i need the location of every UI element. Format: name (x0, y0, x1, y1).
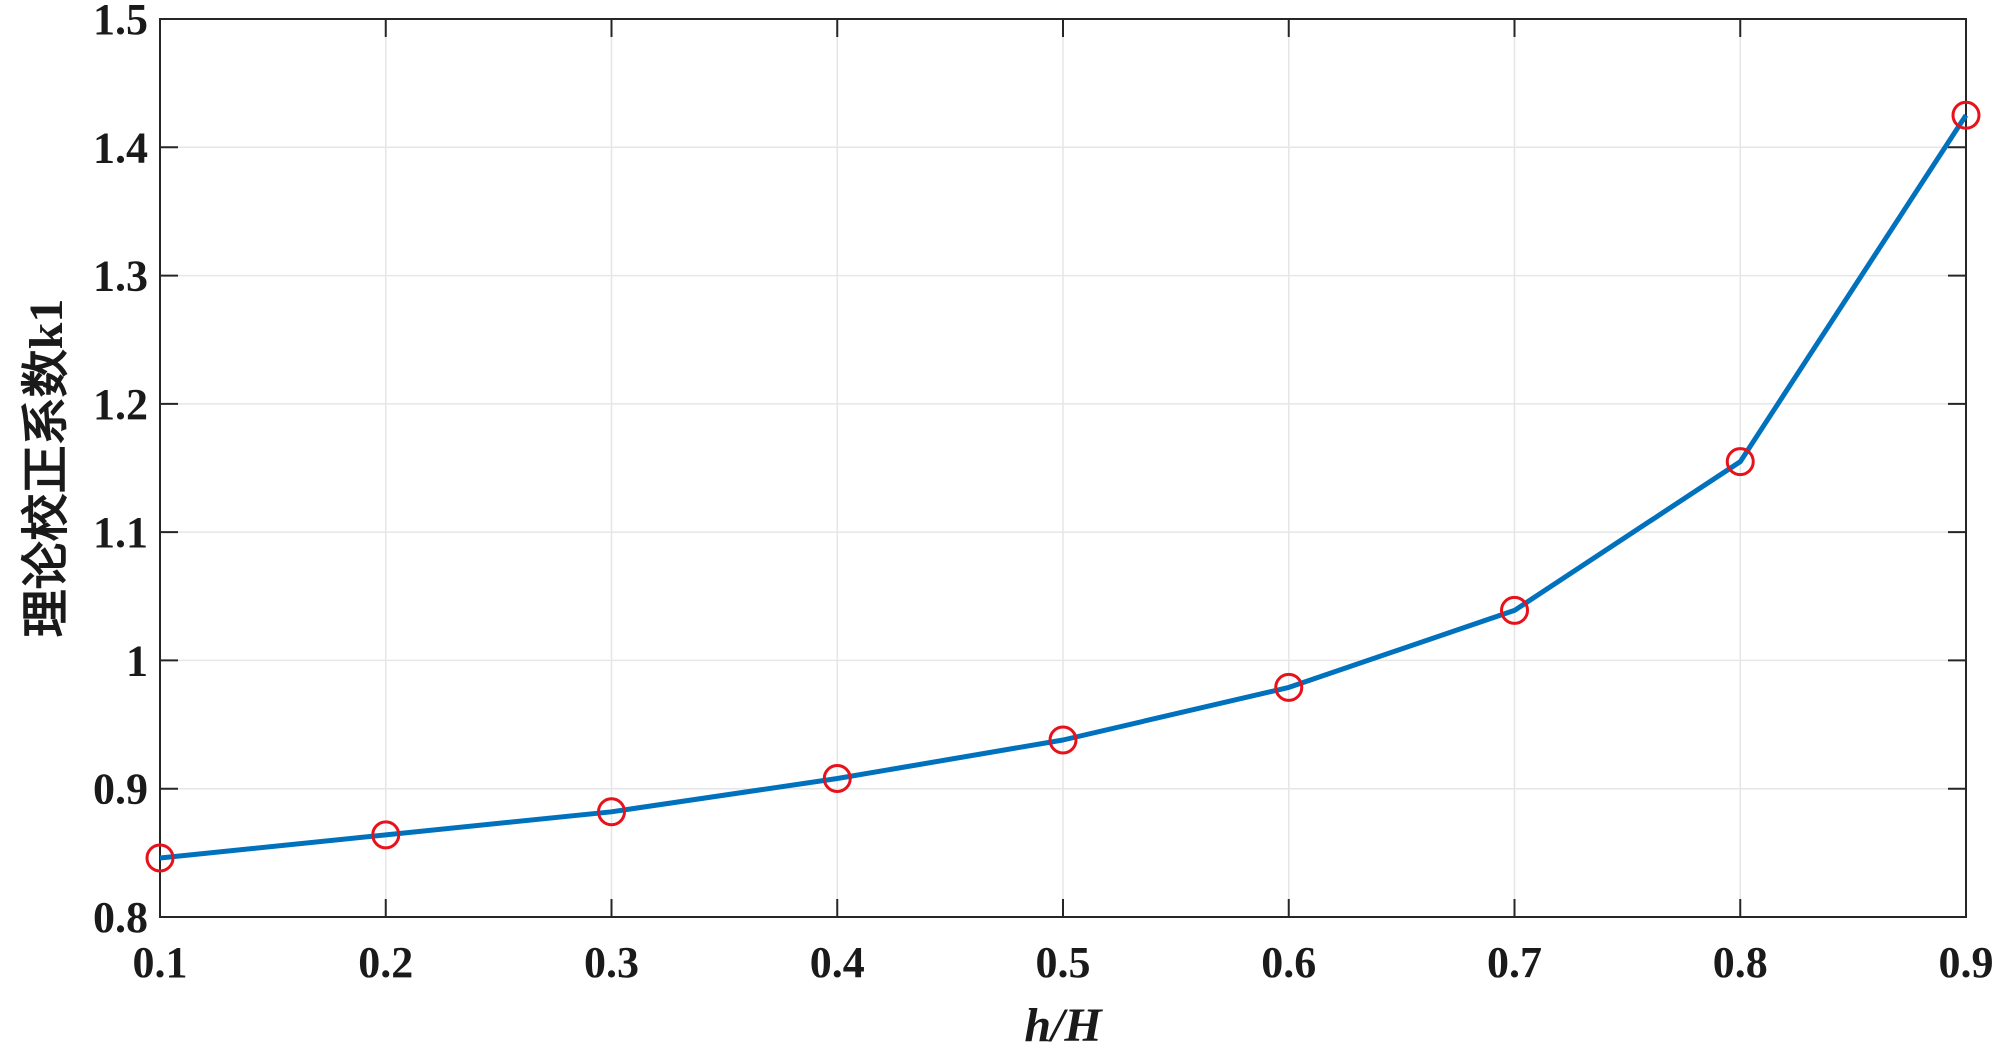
data-point (597, 797, 626, 827)
axis-ticks (159, 18, 1967, 918)
x-tick-label: 0.9 (1939, 938, 1994, 987)
x-tick-label: 0.7 (1487, 938, 1542, 987)
series-line (159, 113, 1969, 861)
x-tick-label: 0.8 (1713, 938, 1768, 987)
data-point (1048, 725, 1078, 755)
series-layer (145, 100, 1981, 873)
tick-labels: 0.1 0.2 0.3 0.4 0.5 0.6 0.7 0.8 0.9 0.8 0.9 1 1.1 1.2… (93, 0, 1994, 987)
data-point (1274, 672, 1304, 702)
y-tick-label: 1.2 (93, 380, 148, 429)
y-tick-label: 0.8 (93, 893, 148, 942)
y-tick-label: 1.4 (93, 123, 148, 172)
y-tick-label: 0.9 (93, 765, 148, 814)
data-point (145, 843, 175, 873)
x-tick-label: 0.4 (810, 938, 865, 987)
x-axis-label: h/H (1024, 999, 1103, 1052)
data-point (1725, 447, 1755, 477)
x-tick-label: 0.6 (1261, 938, 1316, 987)
x-tick-label: 0.2 (358, 938, 413, 987)
y-tick-label: 1.3 (93, 252, 148, 301)
x-tick-label: 0.5 (1036, 938, 1091, 987)
grid (159, 18, 1967, 918)
data-point (371, 820, 401, 850)
data-point (1951, 100, 1981, 130)
data-point (1500, 595, 1529, 625)
y-tick-label: 1 (126, 636, 148, 685)
data-point (822, 763, 852, 793)
y-tick-label: 1.1 (93, 508, 148, 557)
x-tick-label: 0.1 (133, 938, 188, 987)
y-tick-label: 1.5 (93, 0, 148, 44)
x-tick-label: 0.3 (584, 938, 639, 987)
y-axis-label: 理论校正系数k1 (20, 299, 73, 638)
